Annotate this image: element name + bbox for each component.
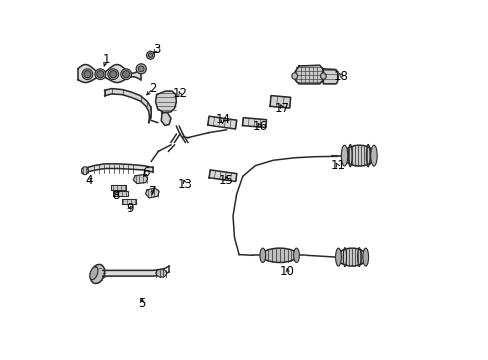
Ellipse shape bbox=[148, 53, 152, 57]
Polygon shape bbox=[133, 175, 147, 184]
Ellipse shape bbox=[136, 64, 146, 74]
Text: 5: 5 bbox=[138, 297, 146, 310]
Text: 11: 11 bbox=[329, 159, 345, 172]
Text: 10: 10 bbox=[280, 265, 294, 278]
Polygon shape bbox=[122, 199, 136, 204]
Polygon shape bbox=[111, 185, 126, 190]
Ellipse shape bbox=[320, 73, 325, 79]
Text: 7: 7 bbox=[149, 185, 157, 198]
Ellipse shape bbox=[341, 145, 347, 166]
Ellipse shape bbox=[108, 69, 119, 80]
Ellipse shape bbox=[370, 145, 376, 166]
Text: 8: 8 bbox=[112, 189, 120, 202]
Polygon shape bbox=[294, 65, 322, 84]
Polygon shape bbox=[155, 91, 176, 113]
Ellipse shape bbox=[121, 69, 131, 80]
Text: 13: 13 bbox=[178, 178, 192, 191]
Polygon shape bbox=[83, 164, 153, 173]
Text: 12: 12 bbox=[172, 87, 187, 100]
Ellipse shape bbox=[122, 71, 129, 78]
Ellipse shape bbox=[81, 167, 88, 175]
Ellipse shape bbox=[90, 267, 98, 280]
Polygon shape bbox=[207, 116, 236, 129]
Ellipse shape bbox=[293, 248, 299, 262]
Ellipse shape bbox=[337, 248, 366, 266]
Ellipse shape bbox=[261, 248, 297, 262]
Text: 1: 1 bbox=[102, 53, 110, 66]
Ellipse shape bbox=[335, 248, 341, 266]
Polygon shape bbox=[102, 269, 163, 276]
Polygon shape bbox=[145, 188, 159, 198]
Ellipse shape bbox=[156, 269, 166, 277]
Ellipse shape bbox=[343, 145, 375, 166]
Ellipse shape bbox=[362, 248, 368, 266]
Polygon shape bbox=[269, 96, 290, 108]
Text: 4: 4 bbox=[86, 174, 93, 186]
Ellipse shape bbox=[97, 71, 104, 78]
Ellipse shape bbox=[83, 71, 91, 78]
Ellipse shape bbox=[260, 248, 265, 262]
Polygon shape bbox=[242, 118, 266, 127]
Ellipse shape bbox=[90, 264, 104, 284]
Text: 2: 2 bbox=[149, 82, 157, 95]
Ellipse shape bbox=[138, 66, 144, 72]
Text: 3: 3 bbox=[153, 42, 160, 55]
Ellipse shape bbox=[291, 73, 297, 79]
Polygon shape bbox=[161, 113, 171, 126]
Text: 15: 15 bbox=[219, 174, 234, 187]
Ellipse shape bbox=[95, 69, 105, 80]
Text: 18: 18 bbox=[333, 69, 348, 82]
Ellipse shape bbox=[109, 71, 117, 78]
Text: 6: 6 bbox=[142, 166, 149, 179]
Text: 17: 17 bbox=[274, 102, 289, 115]
Text: 14: 14 bbox=[215, 113, 230, 126]
Polygon shape bbox=[209, 170, 236, 181]
Text: 16: 16 bbox=[252, 120, 267, 133]
Ellipse shape bbox=[146, 51, 154, 59]
Ellipse shape bbox=[82, 69, 93, 80]
Text: 9: 9 bbox=[126, 202, 133, 215]
Polygon shape bbox=[112, 191, 127, 196]
Polygon shape bbox=[104, 89, 151, 123]
Polygon shape bbox=[323, 69, 337, 84]
